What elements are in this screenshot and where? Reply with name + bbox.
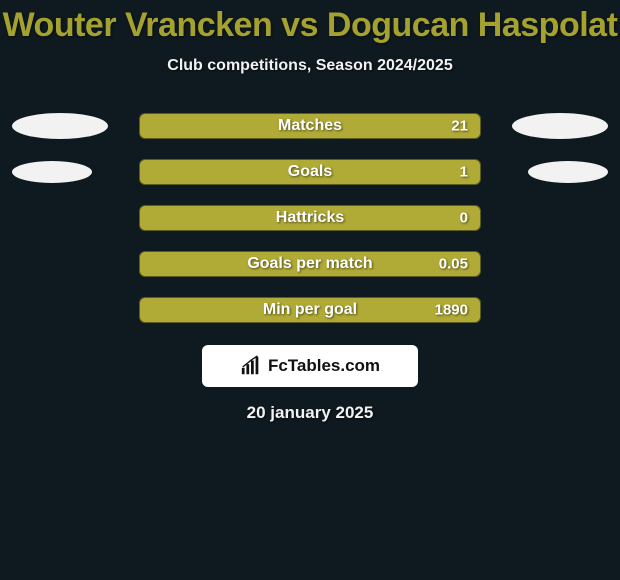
metric-bar: Goals 1 bbox=[139, 159, 481, 185]
content-area: Wouter Vrancken vs Dogucan Haspolat Club… bbox=[0, 0, 620, 580]
metric-bar: Min per goal 1890 bbox=[139, 297, 481, 323]
player-oval-left bbox=[12, 161, 92, 183]
player-oval-left bbox=[12, 113, 108, 139]
metric-row: Goals 1 bbox=[0, 159, 620, 185]
metric-row: Min per goal 1890 bbox=[0, 297, 620, 323]
metric-bar: Goals per match 0.05 bbox=[139, 251, 481, 277]
metric-value: 0 bbox=[460, 210, 468, 227]
metric-value: 21 bbox=[451, 118, 468, 135]
metric-label: Min per goal bbox=[263, 301, 357, 319]
logo-box: FcTables.com bbox=[202, 345, 418, 387]
player-oval-right bbox=[528, 161, 608, 183]
metric-row: Matches 21 bbox=[0, 113, 620, 139]
page-title: Wouter Vrancken vs Dogucan Haspolat bbox=[3, 6, 618, 45]
date-label: 20 january 2025 bbox=[247, 403, 374, 423]
metric-row: Goals per match 0.05 bbox=[0, 251, 620, 277]
player-oval-right bbox=[512, 113, 608, 139]
logo-text: FcTables.com bbox=[268, 356, 380, 376]
metric-label: Matches bbox=[278, 117, 342, 135]
metric-row: Hattricks 0 bbox=[0, 205, 620, 231]
metric-label: Goals bbox=[288, 163, 332, 181]
metric-value: 1890 bbox=[435, 302, 468, 319]
metrics-container: Matches 21 Goals 1 Hattricks 0 Goals per match… bbox=[0, 113, 620, 323]
metric-label: Goals per match bbox=[247, 255, 372, 273]
metric-bar: Hattricks 0 bbox=[139, 205, 481, 231]
metric-value: 1 bbox=[460, 164, 468, 181]
metric-value: 0.05 bbox=[439, 256, 468, 273]
metric-bar: Matches 21 bbox=[139, 113, 481, 139]
page-subtitle: Club competitions, Season 2024/2025 bbox=[167, 57, 452, 75]
metric-label: Hattricks bbox=[276, 209, 344, 227]
bar-chart-icon bbox=[240, 355, 262, 377]
